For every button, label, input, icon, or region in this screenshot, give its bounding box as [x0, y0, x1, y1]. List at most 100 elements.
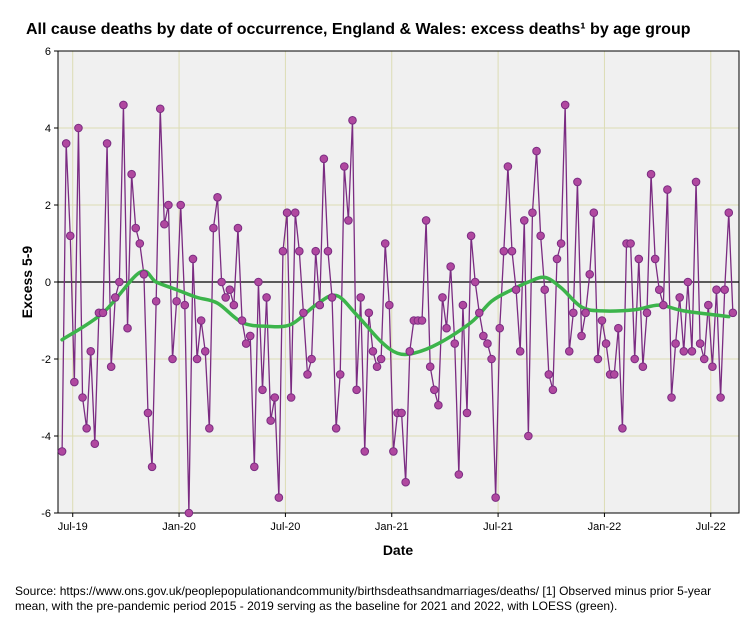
data-point: [499, 246, 509, 256]
data-point: [364, 308, 374, 318]
data-point: [127, 169, 136, 179]
data-point: [155, 104, 165, 114]
data-point: [143, 408, 153, 418]
data-point: [233, 223, 243, 233]
data-point: [188, 254, 198, 264]
data-point: [507, 246, 517, 256]
data-point: [82, 424, 91, 433]
data-point: [115, 277, 124, 287]
data-point: [270, 393, 280, 402]
data-point: [209, 223, 218, 233]
data-point: [429, 385, 439, 395]
data-point: [348, 116, 357, 125]
data-point: [642, 308, 652, 318]
data-point: [532, 146, 541, 156]
data-point: [98, 308, 108, 318]
data-point: [344, 216, 353, 225]
data-point: [352, 385, 361, 395]
data-point: [78, 393, 87, 402]
data-point: [397, 408, 406, 418]
data-point: [106, 362, 116, 372]
data-point: [716, 393, 725, 402]
data-point: [356, 293, 365, 302]
data-point: [380, 239, 390, 248]
data-point: [335, 370, 345, 379]
data-point: [70, 377, 79, 387]
data-point: [401, 477, 410, 487]
data-point: [438, 293, 447, 302]
data-point: [168, 354, 177, 364]
data-point: [221, 293, 230, 302]
data-point: [262, 293, 271, 302]
data-point: [708, 362, 717, 372]
chart-title: All cause deaths by date of occurrence, …: [26, 21, 691, 38]
data-point: [376, 354, 386, 364]
data-point: [135, 239, 145, 248]
data-point: [695, 339, 705, 348]
data-point: [295, 246, 304, 256]
y-tick-label: 6: [45, 46, 51, 58]
data-point: [213, 193, 222, 202]
data-point: [90, 439, 100, 449]
data-point: [241, 339, 251, 348]
data-point: [524, 431, 533, 441]
data-point: [614, 323, 623, 333]
data-point: [581, 308, 590, 318]
data-point: [245, 331, 255, 341]
data-point: [250, 462, 259, 472]
data-point: [237, 316, 247, 325]
data-point: [479, 331, 488, 341]
data-point: [385, 300, 394, 310]
data-point: [728, 308, 738, 318]
y-axis-label: Excess 5-9: [19, 246, 35, 319]
data-point: [278, 246, 288, 256]
data-point: [556, 239, 566, 248]
data-point: [474, 308, 484, 318]
data-point: [180, 300, 190, 310]
data-point: [704, 300, 713, 310]
data-point: [315, 300, 325, 310]
data-point: [609, 370, 619, 379]
data-point: [724, 208, 734, 217]
x-axis-label: Date: [383, 542, 414, 558]
data-point: [434, 400, 443, 410]
data-point: [254, 277, 263, 287]
y-tick-label: 4: [45, 123, 51, 135]
data-point: [569, 308, 578, 318]
data-point: [540, 285, 550, 295]
data-point: [679, 347, 689, 356]
data-point: [86, 347, 96, 356]
data-point: [560, 100, 570, 110]
data-point: [495, 323, 505, 333]
data-point: [634, 254, 644, 264]
data-point: [147, 462, 157, 472]
data-point: [654, 285, 664, 295]
data-point: [446, 262, 455, 271]
data-point: [487, 354, 496, 364]
plot-frame: [57, 50, 740, 514]
x-tick-label: Jan-21: [375, 521, 409, 533]
data-point: [61, 139, 71, 148]
data-point: [74, 123, 83, 133]
data-point: [405, 347, 415, 356]
x-tick-label: Jul-22: [696, 521, 726, 533]
data-point: [286, 393, 296, 402]
x-tick-label: Jul-20: [270, 521, 300, 533]
data-point: [646, 169, 656, 179]
data-point: [699, 354, 709, 364]
data-point: [573, 177, 582, 187]
data-point: [667, 393, 676, 402]
data-point: [536, 231, 545, 241]
data-point: [544, 370, 554, 379]
data-point: [589, 208, 599, 217]
data-point: [123, 323, 132, 333]
data-point: [258, 385, 267, 395]
data-point: [389, 447, 398, 456]
data-point: [340, 162, 349, 171]
data-point: [196, 316, 206, 325]
data-point: [638, 362, 648, 372]
data-point: [687, 347, 697, 356]
data-point: [630, 354, 640, 364]
data-point: [192, 354, 202, 364]
